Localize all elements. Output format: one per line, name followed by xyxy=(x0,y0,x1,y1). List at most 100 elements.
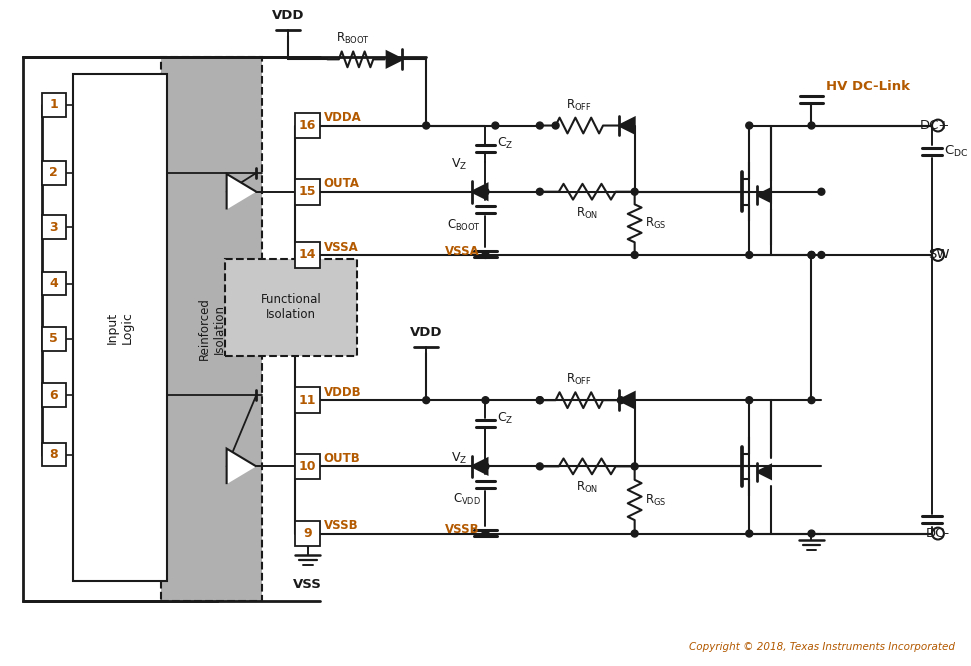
Text: VSSA: VSSA xyxy=(445,244,480,258)
Text: HV DC-Link: HV DC-Link xyxy=(826,79,911,93)
Text: 8: 8 xyxy=(50,448,58,461)
Circle shape xyxy=(818,188,824,195)
Circle shape xyxy=(631,530,638,537)
Text: 9: 9 xyxy=(303,527,312,540)
Circle shape xyxy=(746,530,753,537)
Polygon shape xyxy=(386,51,403,67)
Bar xyxy=(161,57,262,601)
Bar xyxy=(295,113,320,139)
Circle shape xyxy=(482,397,489,404)
Bar xyxy=(23,57,217,601)
Circle shape xyxy=(482,530,489,537)
Bar xyxy=(73,74,167,581)
Text: 4: 4 xyxy=(50,277,58,290)
Bar xyxy=(295,179,320,204)
Circle shape xyxy=(618,397,624,404)
Circle shape xyxy=(422,122,429,129)
Bar xyxy=(42,272,66,296)
Text: OUTB: OUTB xyxy=(323,452,360,465)
Bar xyxy=(295,454,320,480)
Circle shape xyxy=(536,397,543,404)
Text: OUTA: OUTA xyxy=(323,177,359,190)
Text: $\mathregular{R_{GS}}$: $\mathregular{R_{GS}}$ xyxy=(645,492,666,507)
Text: Copyright © 2018, Texas Instruments Incorporated: Copyright © 2018, Texas Instruments Inco… xyxy=(688,642,954,652)
Polygon shape xyxy=(472,184,487,200)
Bar xyxy=(224,259,357,356)
Text: $\mathregular{R_{OFF}}$: $\mathregular{R_{OFF}}$ xyxy=(566,372,592,388)
Circle shape xyxy=(746,252,753,258)
Text: Input
Logic: Input Logic xyxy=(106,311,134,344)
Circle shape xyxy=(746,122,753,129)
Text: 5: 5 xyxy=(50,332,58,346)
Bar xyxy=(295,388,320,413)
Text: SW: SW xyxy=(928,248,950,262)
Text: $\mathregular{C_{VDD}}$: $\mathregular{C_{VDD}}$ xyxy=(452,492,481,507)
Circle shape xyxy=(631,188,638,195)
Circle shape xyxy=(492,122,499,129)
Circle shape xyxy=(818,252,824,258)
Bar xyxy=(295,242,320,268)
Text: VDDB: VDDB xyxy=(323,386,361,399)
Circle shape xyxy=(536,463,543,470)
Text: 15: 15 xyxy=(299,185,317,198)
Circle shape xyxy=(631,463,638,470)
Polygon shape xyxy=(619,392,635,408)
Bar xyxy=(295,521,320,546)
Text: $\mathregular{R_{GS}}$: $\mathregular{R_{GS}}$ xyxy=(645,216,666,231)
Text: VDDA: VDDA xyxy=(323,111,361,124)
Text: $\mathregular{R_{ON}}$: $\mathregular{R_{ON}}$ xyxy=(576,206,598,220)
Text: 6: 6 xyxy=(50,389,58,402)
Circle shape xyxy=(482,463,489,470)
Circle shape xyxy=(482,188,489,195)
Text: 2: 2 xyxy=(50,166,58,179)
Circle shape xyxy=(808,530,815,537)
Polygon shape xyxy=(619,118,635,133)
Circle shape xyxy=(482,252,489,258)
Text: Functional
Isolation: Functional Isolation xyxy=(260,293,321,321)
Text: 16: 16 xyxy=(299,119,317,132)
Text: VSSA: VSSA xyxy=(323,240,358,254)
Text: $\mathregular{C_{DC}}$: $\mathregular{C_{DC}}$ xyxy=(944,144,968,159)
Circle shape xyxy=(746,397,753,404)
Circle shape xyxy=(536,122,543,129)
Text: 14: 14 xyxy=(299,248,317,262)
Text: $\mathregular{C_{BOOT}}$: $\mathregular{C_{BOOT}}$ xyxy=(447,217,481,232)
Polygon shape xyxy=(757,188,771,202)
Polygon shape xyxy=(226,449,256,484)
Polygon shape xyxy=(472,458,487,474)
Polygon shape xyxy=(226,174,256,210)
Circle shape xyxy=(552,122,559,129)
Circle shape xyxy=(536,397,543,404)
Bar xyxy=(42,384,66,407)
Circle shape xyxy=(808,252,815,258)
Circle shape xyxy=(631,252,638,258)
Bar xyxy=(42,93,66,117)
Text: 1: 1 xyxy=(50,99,58,111)
Text: $\mathregular{R_{ON}}$: $\mathregular{R_{ON}}$ xyxy=(576,480,598,496)
Text: $\mathregular{V_Z}$: $\mathregular{V_Z}$ xyxy=(452,157,468,172)
Circle shape xyxy=(536,188,543,195)
Circle shape xyxy=(422,397,429,404)
Text: VDD: VDD xyxy=(410,326,443,339)
Text: 3: 3 xyxy=(50,221,58,234)
Text: VSSB: VSSB xyxy=(445,523,480,536)
Text: VSS: VSS xyxy=(293,578,322,591)
Polygon shape xyxy=(757,465,771,479)
Bar xyxy=(42,443,66,466)
Text: $\mathregular{C_Z}$: $\mathregular{C_Z}$ xyxy=(497,137,514,151)
Bar xyxy=(42,327,66,351)
Bar xyxy=(42,215,66,239)
Text: $\mathregular{V_Z}$: $\mathregular{V_Z}$ xyxy=(452,451,468,466)
Bar xyxy=(42,161,66,184)
Text: $\mathregular{R_{OFF}}$: $\mathregular{R_{OFF}}$ xyxy=(566,98,592,113)
Circle shape xyxy=(808,122,815,129)
Text: $\mathregular{C_Z}$: $\mathregular{C_Z}$ xyxy=(497,411,514,426)
Text: VDD: VDD xyxy=(272,9,304,22)
Circle shape xyxy=(808,397,815,404)
Text: Reinforced
Isolation: Reinforced Isolation xyxy=(198,298,226,360)
Text: 10: 10 xyxy=(299,460,317,473)
Text: 11: 11 xyxy=(299,394,317,407)
Circle shape xyxy=(808,252,815,258)
Text: VSSB: VSSB xyxy=(323,519,358,532)
Text: DC-: DC- xyxy=(925,527,950,540)
